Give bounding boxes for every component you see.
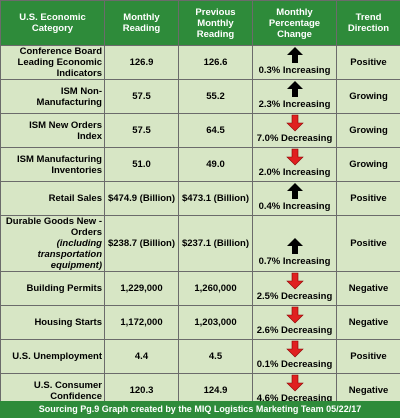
cell-trend-direction: Positive [336,339,400,374]
percentage-change-text: 2.5% Decreasing [256,291,333,302]
cell-previous-reading: 1,260,000 [178,271,253,306]
category-label: Conference Board Leading Economic Indica… [17,46,102,79]
cell-category: U.S. Unemployment [0,339,105,374]
percentage-change-text: 2.0% Increasing [258,167,331,178]
cell-category: Housing Starts [0,305,105,340]
table-row: U.S. Unemployment 4.4 4.5 0.1% Decreasing Po… [0,339,400,374]
category-label: ISM New Orders Index [29,119,102,142]
arrow-up-icon [286,47,303,63]
percentage-change-text: 4.6% Decreasing [256,393,333,404]
table-row: ISM New Orders Index 57.5 64.5 7.0% Decreas… [0,113,400,148]
percentage-change-text: 0.3% Increasing [258,65,331,76]
cell-category: Durable Goods New -Orders (including tran… [0,215,105,272]
cell-category: ISM New Orders Index [0,113,105,148]
category-label: U.S. Unemployment [12,351,102,362]
percentage-change-text: 0.7% Increasing [258,255,331,267]
cell-category: Retail Sales [0,181,105,216]
cell-category: ISM Manufacturing Inventories [0,147,105,182]
category-label: Housing Starts [34,317,102,328]
arrow-down-icon [285,340,304,358]
table-row: Building Permits 1,229,000 1,260,000 2.5% D… [0,271,400,306]
economic-indicators-table: U.S. Economic Category Monthly Reading P… [0,0,400,408]
arrow-down-icon [285,272,304,290]
header-trend-direction: Trend Direction [336,0,400,46]
arrow-down-icon [285,374,304,392]
cell-monthly-reading: $474.9 (Billion) [104,181,179,216]
category-label: ISM Manufacturing Inventories [17,153,102,176]
cell-previous-reading: 55.2 [178,79,253,114]
cell-trend-direction: Growing [336,79,400,114]
cell-previous-reading: 1,203,000 [178,305,253,340]
cell-percentage-change: 0.7% Increasing [252,215,337,272]
table-row: ISM Manufacturing Inventories 51.0 49.0 2.0… [0,147,400,182]
table-row: Conference Board Leading Economic Indica… [0,45,400,80]
cell-percentage-change: 0.4% Increasing [252,181,337,216]
header-category: U.S. Economic Category [0,0,105,46]
cell-monthly-reading: 57.5 [104,79,179,114]
cell-previous-reading: 49.0 [178,147,253,182]
cell-percentage-change: 7.0% Decreasing [252,113,337,148]
percentage-change-text: 0.1% Decreasing [256,359,333,370]
percentage-change-text: 2.3% Increasing [258,99,331,110]
percentage-change-text: 0.4% Increasing [258,201,331,212]
arrow-up-icon [286,81,303,97]
cell-percentage-change: 0.3% Increasing [252,45,337,80]
cell-previous-reading: 64.5 [178,113,253,148]
cell-percentage-change: 2.0% Increasing [252,147,337,182]
arrow-down-icon [285,306,304,324]
cell-monthly-reading: 1,229,000 [104,271,179,306]
cell-category: ISM Non-Manufacturing [0,79,105,114]
header-monthly-reading: Monthly Reading [104,0,179,46]
cell-trend-direction: Negative [336,271,400,306]
table-row: Durable Goods New -Orders (including tran… [0,215,400,272]
cell-monthly-reading: 126.9 [104,45,179,80]
cell-previous-reading: $473.1 (Billion) [178,181,253,216]
arrow-up-icon [286,237,303,254]
table-header-row: U.S. Economic Category Monthly Reading P… [0,0,400,46]
cell-previous-reading: 126.6 [178,45,253,80]
table-row: Retail Sales $474.9 (Billion) $473.1 (Bill… [0,181,400,216]
cell-previous-reading: 4.5 [178,339,253,374]
cell-trend-direction: Positive [336,215,400,272]
cell-category: Conference Board Leading Economic Indica… [0,45,105,80]
category-label: Retail Sales [48,193,102,204]
arrow-down-icon [285,148,304,166]
table-row: Housing Starts 1,172,000 1,203,000 2.6% Dec… [0,305,400,340]
cell-monthly-reading: $238.7 (Billion) [104,215,179,272]
header-percentage-change: Monthly Percentage Change [252,0,337,46]
category-label: Building Permits [26,283,102,294]
cell-monthly-reading: 4.4 [104,339,179,374]
cell-previous-reading: $237.1 (Billion) [178,215,253,272]
cell-trend-direction: Growing [336,147,400,182]
header-previous-reading: Previous Monthly Reading [178,0,253,46]
arrow-down-icon [285,114,304,132]
cell-monthly-reading: 1,172,000 [104,305,179,340]
cell-percentage-change: 2.6% Decreasing [252,305,337,340]
cell-monthly-reading: 51.0 [104,147,179,182]
category-sublabel: (including transportation equipment) [37,238,102,271]
cell-percentage-change: 0.1% Decreasing [252,339,337,374]
arrow-up-icon [286,183,303,199]
category-label: U.S. Consumer Confidence [33,379,102,402]
source-footer: Sourcing Pg.9 Graph created by the MIQ L… [0,401,400,418]
category-label: Durable Goods New -Orders [5,216,102,238]
cell-monthly-reading: 57.5 [104,113,179,148]
table-row: ISM Non-Manufacturing 57.5 55.2 2.3% Increa… [0,79,400,114]
cell-category: Building Permits [0,271,105,306]
category-label: ISM Non-Manufacturing [36,85,102,108]
cell-trend-direction: Growing [336,113,400,148]
cell-trend-direction: Positive [336,45,400,80]
cell-percentage-change: 2.5% Decreasing [252,271,337,306]
percentage-change-text: 2.6% Decreasing [256,325,333,336]
cell-trend-direction: Positive [336,181,400,216]
percentage-change-text: 7.0% Decreasing [256,133,333,144]
cell-percentage-change: 2.3% Increasing [252,79,337,114]
cell-trend-direction: Negative [336,305,400,340]
